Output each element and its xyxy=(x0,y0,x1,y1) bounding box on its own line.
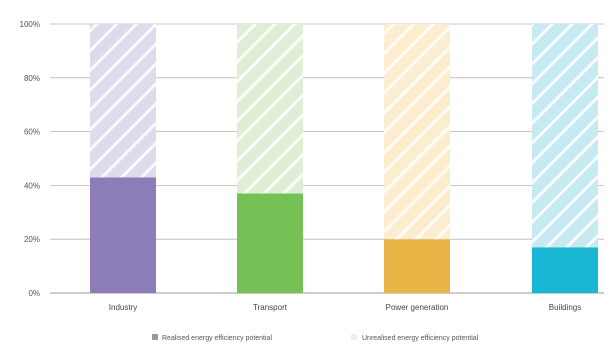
y-tick-label: 60% xyxy=(24,128,40,137)
legend-swatch-unrealised xyxy=(351,334,357,340)
x-category-label: Transport xyxy=(253,303,288,312)
x-category-label: Industry xyxy=(109,303,137,312)
legend-label-realised: Realised energy efficiency potential xyxy=(162,335,272,342)
y-axis-tick-labels: 0% 20% 40% 60% 80% 100% xyxy=(20,20,40,298)
bars xyxy=(90,24,598,293)
bar-unrealised-hatch xyxy=(384,24,450,240)
legend-swatch-realised xyxy=(152,334,158,340)
bar-unrealised-hatch xyxy=(237,24,303,194)
bar-unrealised-hatch xyxy=(532,24,598,248)
y-tick-label: 20% xyxy=(24,235,40,244)
x-category-label: Buildings xyxy=(549,303,581,312)
legend-label-unrealised: Unrealised energy efficiency potential xyxy=(362,335,479,342)
legend: Realised energy efficiency potential Unr… xyxy=(152,334,479,342)
bar-unrealised-hatch xyxy=(90,24,156,178)
x-axis-category-labels: Industry Transport Power generation Buildin… xyxy=(109,303,581,312)
y-tick-label: 100% xyxy=(20,20,40,29)
y-tick-label: 80% xyxy=(24,74,40,83)
bar-realised xyxy=(384,239,450,293)
x-category-label: Power generation xyxy=(386,303,449,312)
bar-realised xyxy=(237,193,303,293)
y-tick-label: 40% xyxy=(24,181,40,190)
bar-realised xyxy=(532,247,598,293)
bar-realised xyxy=(90,177,156,293)
y-tick-label: 0% xyxy=(28,289,40,298)
